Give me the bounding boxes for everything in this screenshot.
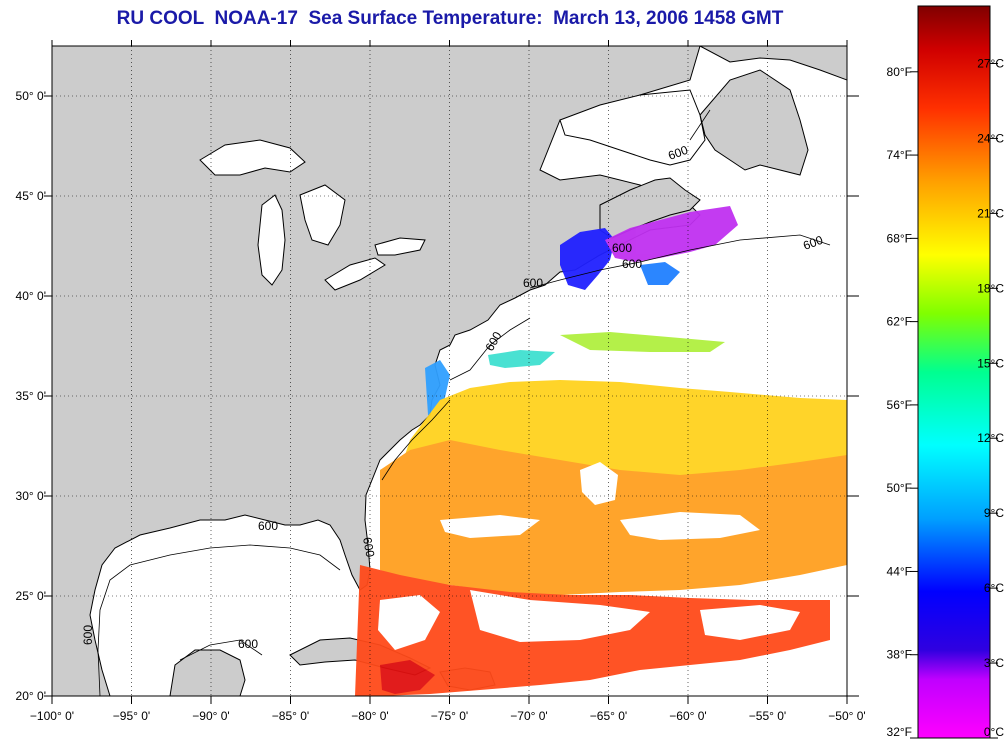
isobath-label: 600 bbox=[801, 233, 825, 253]
lon-tick-label: −70° 0' bbox=[510, 709, 547, 723]
sst-cold-patch-purple bbox=[605, 206, 738, 262]
colorbar-celsius-axis: 0°C 3°C 6°C 9°C 12°C 15°C 18°C 21°C 24°C 27°C bbox=[977, 56, 1004, 739]
lon-tick-label: −80° 0' bbox=[351, 709, 388, 723]
colorbar-c-label: 12°C bbox=[977, 431, 1004, 445]
longitude-axis: −100° 0' −95° 0' −90° 0' −85° 0' −80° 0' −75°… bbox=[30, 40, 866, 723]
cloud-gap bbox=[378, 595, 440, 650]
gulf-st-lawrence bbox=[559, 89, 706, 166]
colorbar bbox=[917, 5, 991, 739]
lon-tick-label: −75° 0' bbox=[431, 709, 468, 723]
sst-coastal-blue bbox=[425, 360, 450, 425]
map-title: RU COOL NOAA-17 Sea Surface Temperature:… bbox=[116, 8, 784, 29]
colorbar-c-label: 18°C bbox=[977, 281, 1004, 295]
lake-superior bbox=[199, 139, 306, 176]
lake-ontario bbox=[374, 237, 426, 256]
lat-tick-label: 45° 0' bbox=[16, 189, 46, 203]
sst-overlay bbox=[355, 206, 847, 696]
colorbar-f-label: 38°F bbox=[887, 648, 912, 662]
lon-tick-label: −100° 0' bbox=[30, 709, 74, 723]
colorbar-fahrenheit-axis: 32°F 38°F 44°F 50°F 56°F 62°F 68°F 74°F 80°F bbox=[887, 65, 918, 739]
sst-cold-patch-blue bbox=[560, 228, 615, 290]
colorbar-f-label: 68°F bbox=[887, 231, 912, 245]
lake-michigan bbox=[257, 194, 286, 286]
lake-huron bbox=[299, 184, 346, 246]
lat-tick-label: 20° 0' bbox=[16, 689, 46, 703]
cloud-gap bbox=[470, 590, 650, 642]
isobath-label: 600 bbox=[238, 637, 258, 651]
isobath-labels: 600 600 600 600 600 600 600 600 600 600 bbox=[81, 143, 825, 651]
cloud-gap bbox=[700, 605, 800, 640]
sst-shelf-cyan bbox=[488, 350, 555, 368]
isobath-600-line bbox=[381, 399, 451, 481]
cloud-gap bbox=[620, 512, 760, 540]
graticule bbox=[52, 46, 847, 696]
isobath-600-line bbox=[179, 639, 263, 661]
isobath-label: 600 bbox=[666, 143, 690, 163]
isobath-600-line bbox=[529, 234, 831, 289]
colorbar-f-label: 56°F bbox=[887, 398, 912, 412]
sst-shelf-green bbox=[560, 332, 725, 352]
colorbar-f-label: 62°F bbox=[887, 315, 912, 329]
colorbar-c-label: 3°C bbox=[984, 656, 1004, 670]
lon-tick-label: −90° 0' bbox=[192, 709, 229, 723]
colorbar-c-label: 0°C bbox=[984, 725, 1004, 739]
colorbar-c-label: 6°C bbox=[984, 581, 1004, 595]
isobath-600-line bbox=[449, 317, 531, 381]
cloud-gap bbox=[440, 515, 540, 538]
latitude-axis: 20° 0' 25° 0' 30° 0' 35° 0' 40° 0' 45° 0' 50° … bbox=[16, 89, 859, 703]
colorbar-c-label: 27°C bbox=[977, 56, 1004, 70]
isobath-label: 600 bbox=[258, 519, 278, 533]
sst-cold-patch-lightblue bbox=[640, 262, 680, 285]
sst-warm-orange bbox=[380, 440, 847, 595]
colorbar-c-label: 24°C bbox=[977, 131, 1004, 145]
colorbar-c-label: 9°C bbox=[984, 506, 1004, 520]
colorbar-f-label: 80°F bbox=[887, 65, 912, 79]
lon-tick-label: −55° 0' bbox=[749, 709, 786, 723]
lon-tick-label: −85° 0' bbox=[272, 709, 309, 723]
lat-tick-label: 35° 0' bbox=[16, 389, 46, 403]
lat-tick-label: 25° 0' bbox=[16, 589, 46, 603]
isobath-label: 600 bbox=[81, 625, 95, 645]
lon-tick-label: −50° 0' bbox=[828, 709, 865, 723]
isobath-contours bbox=[97, 109, 831, 696]
lon-tick-label: −65° 0' bbox=[590, 709, 627, 723]
lon-tick-label: −95° 0' bbox=[113, 709, 150, 723]
isobath-600-line bbox=[97, 544, 341, 696]
sst-darkest-red bbox=[380, 660, 435, 694]
land-yucatan bbox=[169, 649, 246, 696]
lon-tick-label: −60° 0' bbox=[669, 709, 706, 723]
land-labrador bbox=[699, 46, 847, 81]
lat-tick-label: 50° 0' bbox=[16, 89, 46, 103]
colorbar-f-label: 44°F bbox=[887, 564, 912, 578]
isobath-600-line bbox=[689, 109, 711, 141]
colorbar-f-label: 50°F bbox=[887, 481, 912, 495]
lat-tick-label: 30° 0' bbox=[16, 489, 46, 503]
colorbar-f-label: 32°F bbox=[887, 725, 912, 739]
colorbar-f-label: 74°F bbox=[887, 148, 912, 162]
colorbar-c-label: 21°C bbox=[977, 206, 1004, 220]
colorbar-c-label: 15°C bbox=[977, 356, 1004, 370]
lat-tick-label: 40° 0' bbox=[16, 289, 46, 303]
isobath-label: 600 bbox=[523, 276, 543, 290]
isobath-label: 600 bbox=[612, 241, 632, 255]
isobath-label: 600 bbox=[622, 257, 642, 271]
isobath-label: 600 bbox=[360, 536, 377, 558]
